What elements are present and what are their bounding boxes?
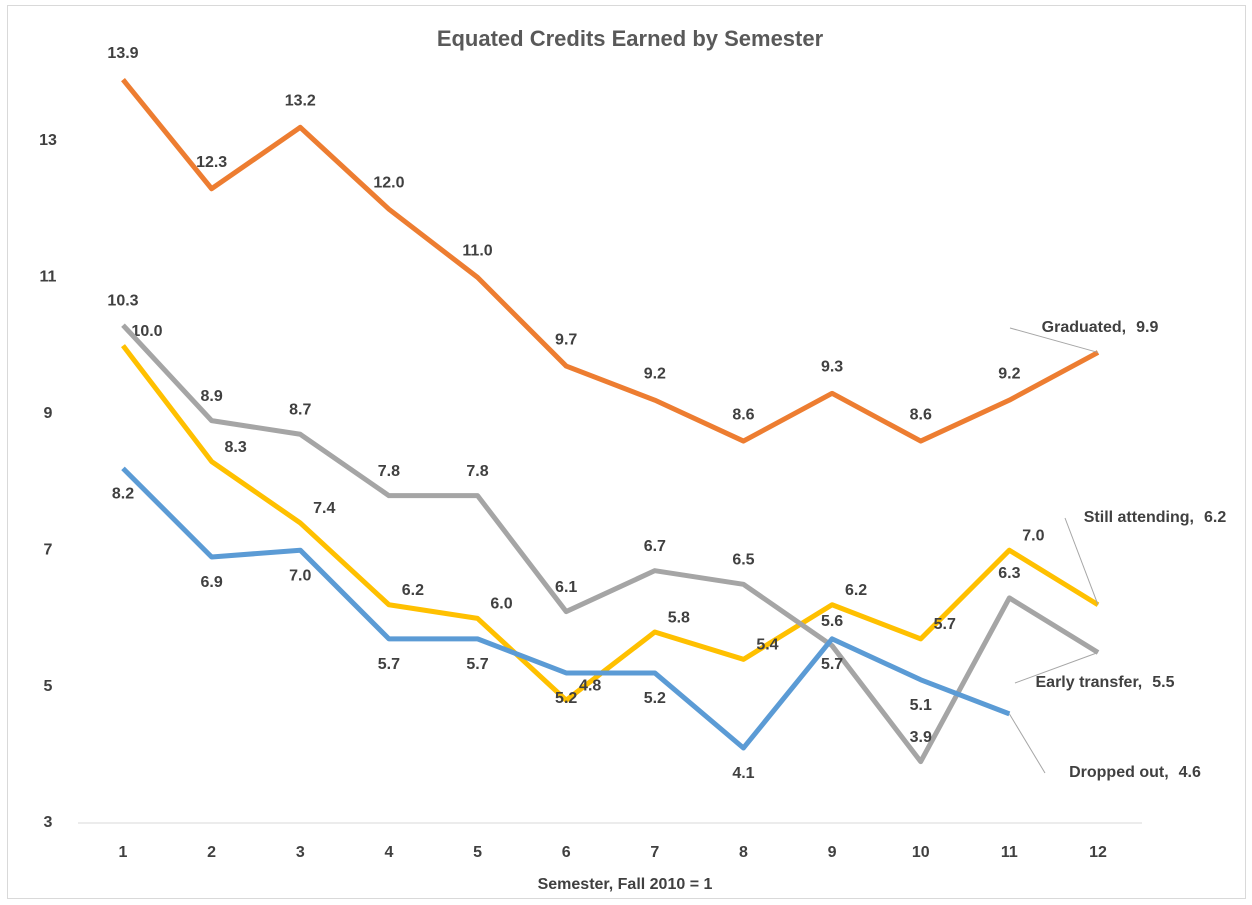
chart-title: Equated Credits Earned by Semester xyxy=(437,26,824,51)
data-label: 5.1 xyxy=(910,697,932,714)
leader-line xyxy=(1064,517,1099,605)
data-label: 5.2 xyxy=(644,690,666,707)
data-label: 3.9 xyxy=(910,729,932,746)
end-label: Still attending, 6.2 xyxy=(1084,509,1227,526)
data-label: 12.3 xyxy=(196,154,227,171)
data-label: 6.2 xyxy=(1204,509,1226,526)
series-name: Dropped out xyxy=(1069,764,1165,781)
y-tick-label: 5 xyxy=(44,678,53,695)
data-label: 6.1 xyxy=(555,579,577,596)
data-label: 7.0 xyxy=(289,567,311,584)
data-label: 8.2 xyxy=(112,486,134,503)
data-label: 9.7 xyxy=(555,331,577,348)
x-axis-title: Semester, Fall 2010 = 1 xyxy=(538,876,713,893)
data-label: 4.6 xyxy=(1179,764,1201,781)
data-label: 6.5 xyxy=(732,552,754,569)
data-label: 9.3 xyxy=(821,359,843,376)
x-tick-label: 10 xyxy=(912,844,930,861)
data-label: 5.2 xyxy=(555,690,577,707)
data-label: 7.4 xyxy=(313,500,335,517)
series-name: Still attending xyxy=(1084,509,1190,526)
y-tick-label: 3 xyxy=(44,814,53,831)
x-tick-label: 5 xyxy=(473,844,482,861)
data-label: 13.9 xyxy=(107,45,138,62)
data-label: 9.2 xyxy=(644,365,666,382)
data-label: 5.6 xyxy=(821,613,843,630)
x-tick-label: 9 xyxy=(828,844,837,861)
x-tick-label: 3 xyxy=(296,844,305,861)
x-tick-label: 11 xyxy=(1001,844,1018,861)
y-tick-label: 9 xyxy=(44,405,53,422)
x-tick-label: 7 xyxy=(650,844,659,861)
data-label: 11.0 xyxy=(462,243,492,260)
data-label: 8.6 xyxy=(910,406,932,423)
series-name: Early transfer xyxy=(1036,674,1139,691)
data-label: 8.7 xyxy=(289,401,311,418)
leader-line xyxy=(1009,327,1099,353)
data-label: 6.7 xyxy=(644,538,666,555)
data-label: 13.2 xyxy=(285,93,316,110)
data-label: 5.7 xyxy=(466,656,488,673)
series-line xyxy=(121,78,1100,444)
x-tick-label: 4 xyxy=(384,844,393,861)
data-label: 6.2 xyxy=(402,582,424,599)
x-tick-label: 8 xyxy=(739,844,748,861)
separator: , xyxy=(1164,764,1168,781)
data-label: 5.7 xyxy=(378,656,400,673)
leader-line xyxy=(1014,652,1099,684)
y-tick-label: 11 xyxy=(40,269,57,286)
data-label: 4.8 xyxy=(579,677,601,694)
series-line xyxy=(121,323,1100,765)
data-label: 4.1 xyxy=(732,765,754,782)
data-label: 5.8 xyxy=(668,609,690,626)
x-tick-label: 2 xyxy=(207,844,216,861)
data-label: 9.9 xyxy=(1136,319,1158,336)
data-label: 5.5 xyxy=(1152,674,1174,691)
data-label: 8.3 xyxy=(225,439,247,456)
end-label: Graduated, 9.9 xyxy=(1042,319,1159,336)
data-label: 6.3 xyxy=(998,565,1020,582)
data-label: 7.8 xyxy=(378,463,400,480)
data-label: 8.6 xyxy=(732,406,754,423)
end-label: Early transfer, 5.5 xyxy=(1036,674,1175,691)
x-tick-label: 12 xyxy=(1089,844,1107,861)
end-label: Dropped out, 4.6 xyxy=(1069,764,1201,781)
chart-frame xyxy=(7,5,1246,899)
separator: , xyxy=(1122,319,1126,336)
y-tick-label: 7 xyxy=(44,541,53,558)
data-label: 10.0 xyxy=(131,323,162,340)
data-label: 7.0 xyxy=(1022,527,1044,544)
series-name: Graduated xyxy=(1042,319,1122,336)
leader-line xyxy=(1008,713,1046,774)
data-label: 10.3 xyxy=(107,292,138,309)
y-tick-label: 13 xyxy=(39,132,57,149)
data-label: 6.9 xyxy=(201,574,223,591)
data-label: 9.2 xyxy=(998,365,1020,382)
series-line xyxy=(121,344,1100,703)
separator: , xyxy=(1138,674,1142,691)
data-label: 5.4 xyxy=(756,637,778,654)
data-label: 12.0 xyxy=(373,174,404,191)
data-label: 5.7 xyxy=(821,656,843,673)
data-label: 6.2 xyxy=(845,582,867,599)
separator: , xyxy=(1190,509,1194,526)
x-tick-label: 6 xyxy=(562,844,571,861)
data-label: 8.9 xyxy=(201,388,223,405)
data-label: 5.7 xyxy=(934,616,956,633)
data-label: 7.8 xyxy=(466,463,488,480)
data-label: 6.0 xyxy=(490,596,512,613)
series-line xyxy=(121,466,1011,751)
x-tick-label: 1 xyxy=(119,844,128,861)
